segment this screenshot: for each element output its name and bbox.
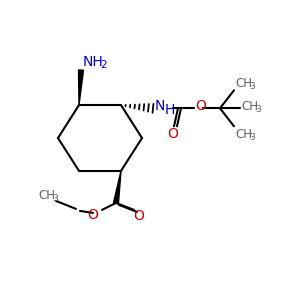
Text: O: O [88,208,98,222]
Text: CH: CH [235,77,252,90]
Text: CH: CH [38,189,55,203]
Text: O: O [134,209,144,223]
Text: 3: 3 [52,194,58,203]
Text: O: O [195,99,206,113]
Text: H: H [165,103,175,117]
Text: CH: CH [241,100,258,113]
Text: 3: 3 [249,133,255,142]
Text: N: N [155,99,165,113]
Polygon shape [113,171,121,203]
Text: CH: CH [235,128,252,141]
Text: 2: 2 [100,60,106,70]
Polygon shape [79,70,83,105]
Text: 3: 3 [249,82,255,91]
Text: 3: 3 [255,105,261,114]
Text: O: O [168,127,178,141]
Text: NH: NH [83,55,104,69]
